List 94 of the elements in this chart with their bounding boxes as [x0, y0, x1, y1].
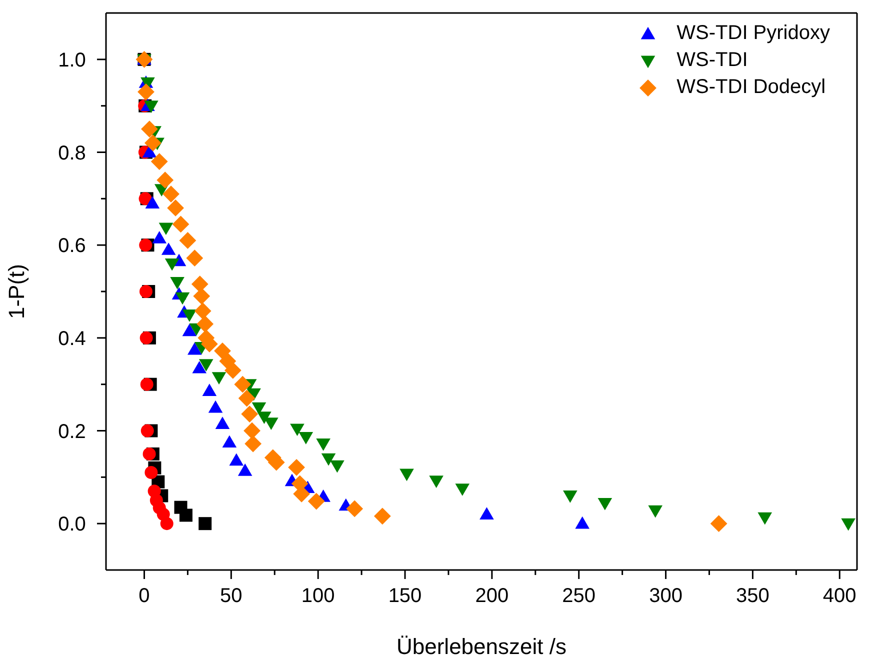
- y-tick-label: 0.6: [58, 235, 86, 258]
- point: [241, 406, 258, 422]
- point: [175, 292, 190, 305]
- point: [156, 172, 174, 189]
- point: [298, 432, 314, 444]
- x-tick-label: 200: [475, 585, 509, 607]
- point: [480, 507, 494, 520]
- y-tick-label: 1.0: [58, 49, 86, 72]
- y-axis-title: 1-P(t): [4, 264, 29, 319]
- point: [188, 342, 202, 355]
- point: [140, 331, 153, 344]
- point: [290, 424, 304, 436]
- point: [222, 435, 237, 448]
- point: [144, 134, 162, 152]
- y-tick-label: 0.0: [58, 514, 86, 536]
- y-tick-label: 0.8: [58, 142, 86, 164]
- point: [186, 250, 204, 267]
- legend-label: WS-TDI Pyridoxy: [676, 22, 830, 45]
- point: [330, 460, 344, 473]
- point: [288, 458, 305, 476]
- x-tick-label: 100: [301, 585, 335, 607]
- point: [140, 424, 154, 438]
- point: [144, 100, 158, 113]
- point: [170, 277, 184, 290]
- point: [563, 490, 578, 503]
- point: [172, 216, 190, 233]
- point: [182, 310, 197, 322]
- legend-label: WS-TDI: [676, 49, 748, 72]
- point: [212, 372, 226, 385]
- point: [215, 416, 230, 429]
- x-tick-label: 50: [220, 585, 242, 607]
- point: [162, 186, 180, 202]
- point: [758, 512, 772, 525]
- point: [167, 200, 184, 216]
- x-tick-label: 400: [822, 585, 856, 607]
- point: [139, 285, 152, 298]
- point: [202, 384, 217, 396]
- point: [193, 288, 210, 305]
- point: [145, 196, 160, 209]
- point: [234, 376, 252, 393]
- point: [196, 316, 214, 332]
- x-tick-label: 0: [138, 585, 150, 607]
- point: [140, 378, 154, 391]
- point: [158, 222, 174, 236]
- x-tick-label: 150: [388, 585, 422, 607]
- point: [150, 153, 168, 170]
- point: [429, 476, 444, 488]
- point: [182, 324, 197, 336]
- x-axis-title: Überlebenszeit /s: [396, 634, 566, 659]
- point: [238, 464, 252, 476]
- point: [308, 492, 325, 510]
- point: [142, 447, 156, 460]
- point: [161, 242, 176, 255]
- point: [229, 453, 244, 466]
- x-tick-label: 250: [562, 585, 596, 607]
- point: [141, 120, 158, 138]
- point: [198, 517, 212, 530]
- point: [214, 342, 231, 360]
- point: [191, 276, 208, 293]
- y-tick-label: 0.4: [58, 328, 86, 350]
- point: [264, 418, 278, 430]
- point: [238, 390, 256, 407]
- point: [244, 435, 262, 452]
- point: [198, 359, 214, 372]
- point: [257, 412, 272, 424]
- point: [192, 360, 207, 374]
- point: [598, 498, 612, 510]
- point: [138, 83, 154, 100]
- point: [244, 422, 260, 440]
- x-tick-label: 300: [649, 585, 682, 607]
- point: [164, 258, 180, 271]
- point: [710, 515, 728, 532]
- point: [321, 453, 336, 466]
- point: [841, 518, 856, 531]
- point: [179, 232, 196, 249]
- point: [316, 438, 330, 451]
- y-tick-label: 0.2: [58, 420, 86, 443]
- point: [346, 500, 364, 518]
- point: [224, 362, 242, 379]
- point: [194, 302, 212, 320]
- point: [208, 400, 223, 413]
- point: [142, 145, 157, 158]
- point: [400, 468, 414, 482]
- point: [160, 517, 174, 530]
- point: [648, 505, 662, 518]
- x-tick-label: 350: [736, 585, 770, 607]
- point: [152, 230, 167, 244]
- point: [179, 508, 192, 522]
- point: [219, 352, 236, 370]
- point: [455, 484, 470, 496]
- point: [575, 516, 590, 529]
- point: [144, 466, 158, 480]
- legend-label: WS-TDI Dodecyl: [676, 76, 826, 99]
- point: [374, 508, 391, 525]
